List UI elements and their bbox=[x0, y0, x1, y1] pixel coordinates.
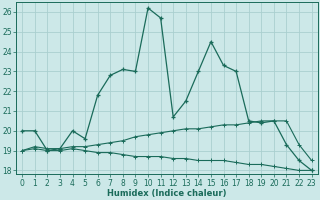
X-axis label: Humidex (Indice chaleur): Humidex (Indice chaleur) bbox=[107, 189, 227, 198]
